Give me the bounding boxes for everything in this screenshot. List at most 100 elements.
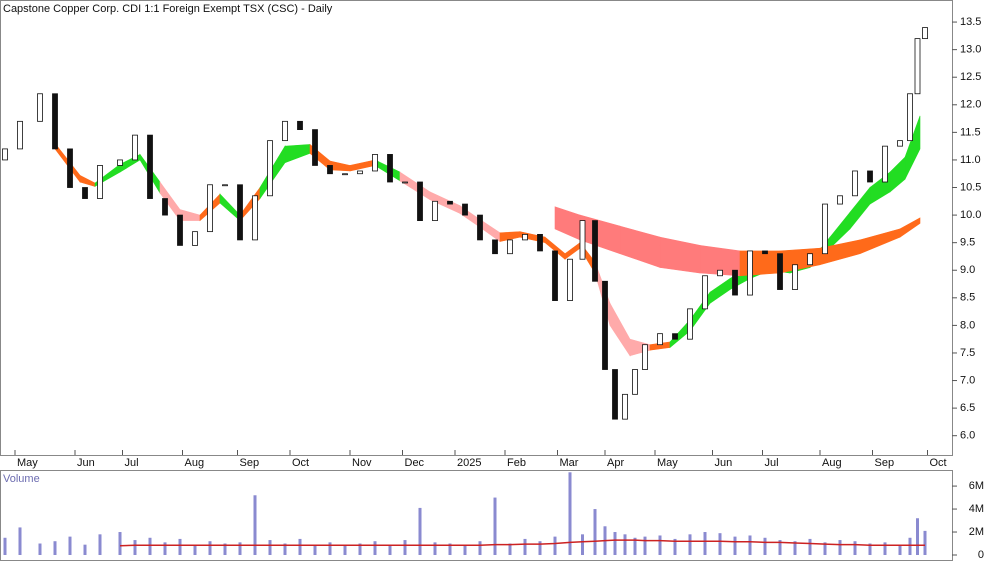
volume-bar (633, 537, 637, 555)
volume-bar (193, 544, 197, 555)
y-tick-label: 10.0 (960, 209, 981, 221)
y-tick-label: 10.5 (960, 181, 981, 193)
volume-bar (623, 534, 627, 555)
volume-bar (908, 537, 912, 555)
volume-bar (763, 537, 767, 555)
candle-body (567, 258, 573, 301)
y-tick-label: 13.0 (960, 44, 981, 56)
volume-bar (478, 541, 482, 555)
candle-body (907, 93, 913, 142)
volume-bar (838, 540, 842, 555)
candle-body (882, 145, 888, 183)
volume-bar (53, 541, 57, 555)
candle-body (447, 200, 453, 205)
volume-bar (593, 509, 597, 555)
candle-body (417, 181, 423, 222)
candle-body (432, 200, 438, 222)
candle-body (67, 148, 73, 188)
volume-bar (868, 543, 872, 555)
volume-bar (823, 542, 827, 555)
candle-body (702, 275, 708, 310)
ribbon-segment (179, 209, 201, 221)
candle-body (312, 129, 318, 166)
ribbon-segment (284, 144, 311, 164)
candle-body (207, 184, 213, 233)
candle-body (622, 393, 628, 420)
x-tick-label: Jul (765, 457, 779, 469)
volume-bar (253, 495, 257, 555)
x-tick-label: 2025 (457, 457, 481, 469)
candle-body (267, 140, 273, 197)
ribbon-segment (859, 228, 901, 255)
candle-body (897, 140, 903, 147)
volume-bar (923, 530, 927, 555)
ribbon-segment (619, 225, 661, 268)
candle-body (177, 214, 183, 246)
volume-bar (18, 527, 22, 555)
volume-bar (238, 542, 242, 555)
y-tick-label: 0 (978, 549, 984, 561)
volume-bar (523, 538, 527, 555)
candle-body (117, 159, 123, 166)
volume-bar (748, 535, 752, 555)
y-tick-label: 11.5 (960, 126, 981, 138)
ribbon-segment (219, 193, 241, 222)
x-tick-label: Oct (930, 457, 947, 469)
candle-body (52, 93, 58, 150)
ribbon-segment (609, 302, 631, 357)
volume-panel (0, 470, 953, 561)
candle-body (537, 233, 543, 252)
ribbon-segment (899, 217, 921, 238)
volume-bar (118, 532, 122, 555)
candle-body (777, 253, 783, 290)
candle-body (672, 333, 678, 340)
x-tick-label: Aug (185, 457, 205, 469)
candle-body (762, 250, 768, 255)
x-tick-label: Aug (822, 457, 842, 469)
candle-body (552, 250, 558, 301)
x-tick-label: Jun (77, 457, 95, 469)
x-tick-label: Jun (715, 457, 733, 469)
volume-bar (718, 533, 722, 555)
volume-bar (388, 544, 392, 555)
ribbon-segment (399, 171, 431, 201)
ribbon-segment (564, 242, 581, 260)
volume-bar (418, 507, 422, 555)
ribbon-segment (79, 174, 96, 187)
volume-bar (373, 541, 377, 555)
y-tick-label: 12.0 (960, 99, 981, 111)
volume-bar (853, 541, 857, 555)
candle-body (297, 120, 303, 131)
x-tick-label: Mar (560, 457, 579, 469)
ribbon-segment (479, 218, 501, 243)
candle-body (2, 148, 8, 161)
candle-body (82, 187, 88, 199)
x-tick-label: Jul (125, 457, 139, 469)
chart-title: Capstone Copper Corp. CDI 1:1 Foreign Ex… (3, 3, 333, 15)
y-tick-label: 2M (969, 526, 984, 538)
ribbon-segment (329, 160, 351, 172)
volume-bar (148, 537, 152, 555)
candle-body (807, 253, 813, 266)
volume-bar (223, 543, 227, 555)
candle-body (387, 154, 393, 183)
candle-body (837, 195, 843, 205)
candle-body (687, 308, 693, 340)
volume-bar (883, 542, 887, 555)
candle-body (492, 239, 498, 255)
volume-average (119, 539, 925, 547)
volume-bar (68, 536, 72, 555)
y-tick-label: 13.5 (960, 16, 981, 28)
volume-bar (793, 541, 797, 555)
volume-bar (358, 543, 362, 555)
candle-body (657, 333, 663, 346)
volume-bar (581, 534, 584, 555)
volume-bar (313, 544, 317, 555)
volume-bar (463, 544, 467, 555)
x-tick-label: May (657, 457, 678, 469)
candle-body (222, 184, 228, 187)
volume-bar (433, 542, 437, 555)
candle-body (632, 369, 638, 395)
price-panel (0, 0, 953, 456)
candle-body (477, 214, 483, 241)
